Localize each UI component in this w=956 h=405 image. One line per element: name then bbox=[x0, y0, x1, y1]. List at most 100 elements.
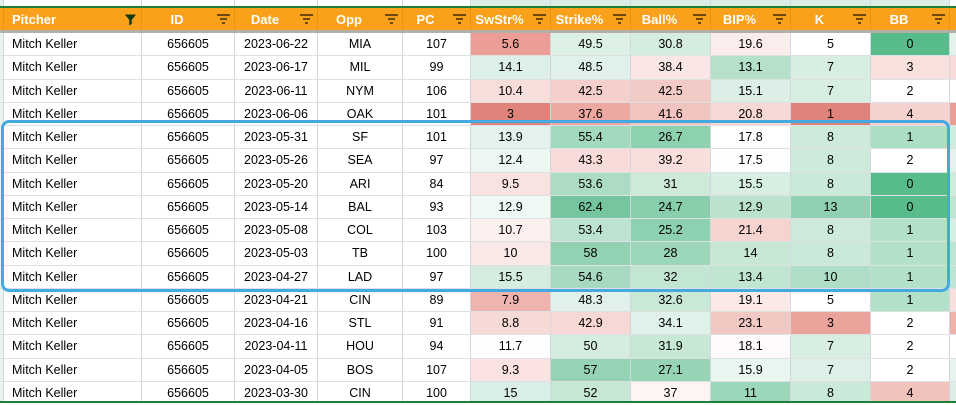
cell-date[interactable]: 2023-06-11 bbox=[235, 79, 318, 102]
filter-lines-icon[interactable] bbox=[688, 8, 710, 30]
cell-date[interactable]: 2023-05-20 bbox=[235, 172, 318, 195]
cell-bb[interactable]: 2 bbox=[871, 358, 950, 381]
cell-date[interactable]: 2023-05-03 bbox=[235, 242, 318, 265]
cell-bip[interactable]: 19.1 bbox=[711, 288, 791, 311]
cell-opp[interactable]: MIA bbox=[318, 33, 403, 56]
cell-swstr[interactable]: 10 bbox=[471, 242, 551, 265]
cell-k[interactable]: 7 bbox=[791, 358, 871, 381]
cell-pc[interactable]: 99 bbox=[403, 56, 471, 79]
cell-ball[interactable]: 25.2 bbox=[631, 219, 711, 242]
cell-k[interactable]: 8 bbox=[791, 172, 871, 195]
cell-bip[interactable]: 18.1 bbox=[711, 335, 791, 358]
cell-id[interactable]: 656605 bbox=[142, 102, 235, 125]
cell-pitcher[interactable]: Mitch Keller bbox=[4, 288, 142, 311]
cell-pc[interactable]: 106 bbox=[403, 79, 471, 102]
cell-opp[interactable]: HOU bbox=[318, 335, 403, 358]
cell-date[interactable]: 2023-04-27 bbox=[235, 265, 318, 288]
cell-date[interactable]: 2023-03-30 bbox=[235, 381, 318, 404]
cell-k[interactable]: 7 bbox=[791, 79, 871, 102]
cell-k[interactable]: 3 bbox=[791, 312, 871, 335]
cell-k[interactable]: 5 bbox=[791, 33, 871, 56]
cell-bip[interactable]: 21.4 bbox=[711, 219, 791, 242]
cell-pitcher[interactable]: Mitch Keller bbox=[4, 242, 142, 265]
cell-k[interactable]: 8 bbox=[791, 242, 871, 265]
cell-strike[interactable]: 53.6 bbox=[551, 172, 631, 195]
cell-pitcher[interactable]: Mitch Keller bbox=[4, 79, 142, 102]
cell-id[interactable]: 656605 bbox=[142, 312, 235, 335]
cell-bip[interactable]: 13.1 bbox=[711, 56, 791, 79]
cell-strike[interactable]: 62.4 bbox=[551, 195, 631, 218]
cell-pc[interactable]: 84 bbox=[403, 172, 471, 195]
cell-bb[interactable]: 4 bbox=[871, 381, 950, 404]
cell-bip[interactable]: 12.9 bbox=[711, 195, 791, 218]
cell-strike[interactable]: 58 bbox=[551, 242, 631, 265]
cell-bip[interactable]: 23.1 bbox=[711, 312, 791, 335]
cell-k[interactable]: 8 bbox=[791, 219, 871, 242]
cell-swstr[interactable]: 5.6 bbox=[471, 33, 551, 56]
cell-k[interactable]: 8 bbox=[791, 126, 871, 149]
cell-date[interactable]: 2023-04-05 bbox=[235, 358, 318, 381]
cell-pc[interactable]: 101 bbox=[403, 102, 471, 125]
cell-bb[interactable]: 2 bbox=[871, 335, 950, 358]
filter-lines-icon[interactable] bbox=[212, 8, 234, 30]
cell-k[interactable]: 8 bbox=[791, 381, 871, 404]
filter-funnel-icon[interactable] bbox=[119, 8, 141, 30]
filter-lines-icon[interactable] bbox=[848, 8, 870, 30]
cell-strike[interactable]: 37.6 bbox=[551, 102, 631, 125]
cell-bip[interactable]: 19.6 bbox=[711, 33, 791, 56]
cell-bip[interactable]: 11 bbox=[711, 381, 791, 404]
cell-id[interactable]: 656605 bbox=[142, 33, 235, 56]
cell-pc[interactable]: 100 bbox=[403, 242, 471, 265]
cell-pitcher[interactable]: Mitch Keller bbox=[4, 102, 142, 125]
column-header-strike[interactable]: Strike% bbox=[551, 8, 631, 30]
cell-id[interactable]: 656605 bbox=[142, 195, 235, 218]
cell-ball[interactable]: 37 bbox=[631, 381, 711, 404]
cell-id[interactable]: 656605 bbox=[142, 242, 235, 265]
cell-swstr[interactable]: 15.5 bbox=[471, 265, 551, 288]
cell-k[interactable]: 1 bbox=[791, 102, 871, 125]
cell-k[interactable]: 7 bbox=[791, 56, 871, 79]
cell-ball[interactable]: 32.6 bbox=[631, 288, 711, 311]
cell-opp[interactable]: ARI bbox=[318, 172, 403, 195]
column-header-bip[interactable]: BIP% bbox=[711, 8, 791, 30]
cell-opp[interactable]: STL bbox=[318, 312, 403, 335]
cell-date[interactable]: 2023-04-11 bbox=[235, 335, 318, 358]
cell-opp[interactable]: LAD bbox=[318, 265, 403, 288]
cell-pitcher[interactable]: Mitch Keller bbox=[4, 195, 142, 218]
cell-opp[interactable]: OAK bbox=[318, 102, 403, 125]
cell-bb[interactable]: 0 bbox=[871, 172, 950, 195]
cell-swstr[interactable]: 15 bbox=[471, 381, 551, 404]
cell-strike[interactable]: 55.4 bbox=[551, 126, 631, 149]
cell-strike[interactable]: 54.6 bbox=[551, 265, 631, 288]
column-header-bb[interactable]: BB bbox=[871, 8, 950, 30]
cell-pitcher[interactable]: Mitch Keller bbox=[4, 172, 142, 195]
cell-swstr[interactable]: 8.8 bbox=[471, 312, 551, 335]
cell-swstr[interactable]: 10.4 bbox=[471, 79, 551, 102]
column-header-swstr[interactable]: SwStr% bbox=[471, 8, 551, 30]
cell-date[interactable]: 2023-05-26 bbox=[235, 149, 318, 172]
cell-strike[interactable]: 53.4 bbox=[551, 219, 631, 242]
cell-id[interactable]: 656605 bbox=[142, 126, 235, 149]
cell-ball[interactable]: 31 bbox=[631, 172, 711, 195]
cell-pc[interactable]: 91 bbox=[403, 312, 471, 335]
cell-strike[interactable]: 52 bbox=[551, 381, 631, 404]
cell-opp[interactable]: CIN bbox=[318, 381, 403, 404]
cell-opp[interactable]: CIN bbox=[318, 288, 403, 311]
filter-lines-icon[interactable] bbox=[608, 8, 630, 30]
cell-ball[interactable]: 39.2 bbox=[631, 149, 711, 172]
cell-swstr[interactable]: 7.9 bbox=[471, 288, 551, 311]
cell-strike[interactable]: 42.5 bbox=[551, 79, 631, 102]
cell-id[interactable]: 656605 bbox=[142, 149, 235, 172]
cell-pitcher[interactable]: Mitch Keller bbox=[4, 265, 142, 288]
cell-swstr[interactable]: 14.1 bbox=[471, 56, 551, 79]
cell-opp[interactable]: NYM bbox=[318, 79, 403, 102]
cell-pc[interactable]: 93 bbox=[403, 195, 471, 218]
filter-lines-icon[interactable] bbox=[768, 8, 790, 30]
cell-pitcher[interactable]: Mitch Keller bbox=[4, 312, 142, 335]
column-header-ball[interactable]: Ball% bbox=[631, 8, 711, 30]
cell-swstr[interactable]: 13.9 bbox=[471, 126, 551, 149]
cell-strike[interactable]: 43.3 bbox=[551, 149, 631, 172]
cell-ball[interactable]: 31.9 bbox=[631, 335, 711, 358]
cell-pc[interactable]: 97 bbox=[403, 265, 471, 288]
cell-date[interactable]: 2023-06-17 bbox=[235, 56, 318, 79]
